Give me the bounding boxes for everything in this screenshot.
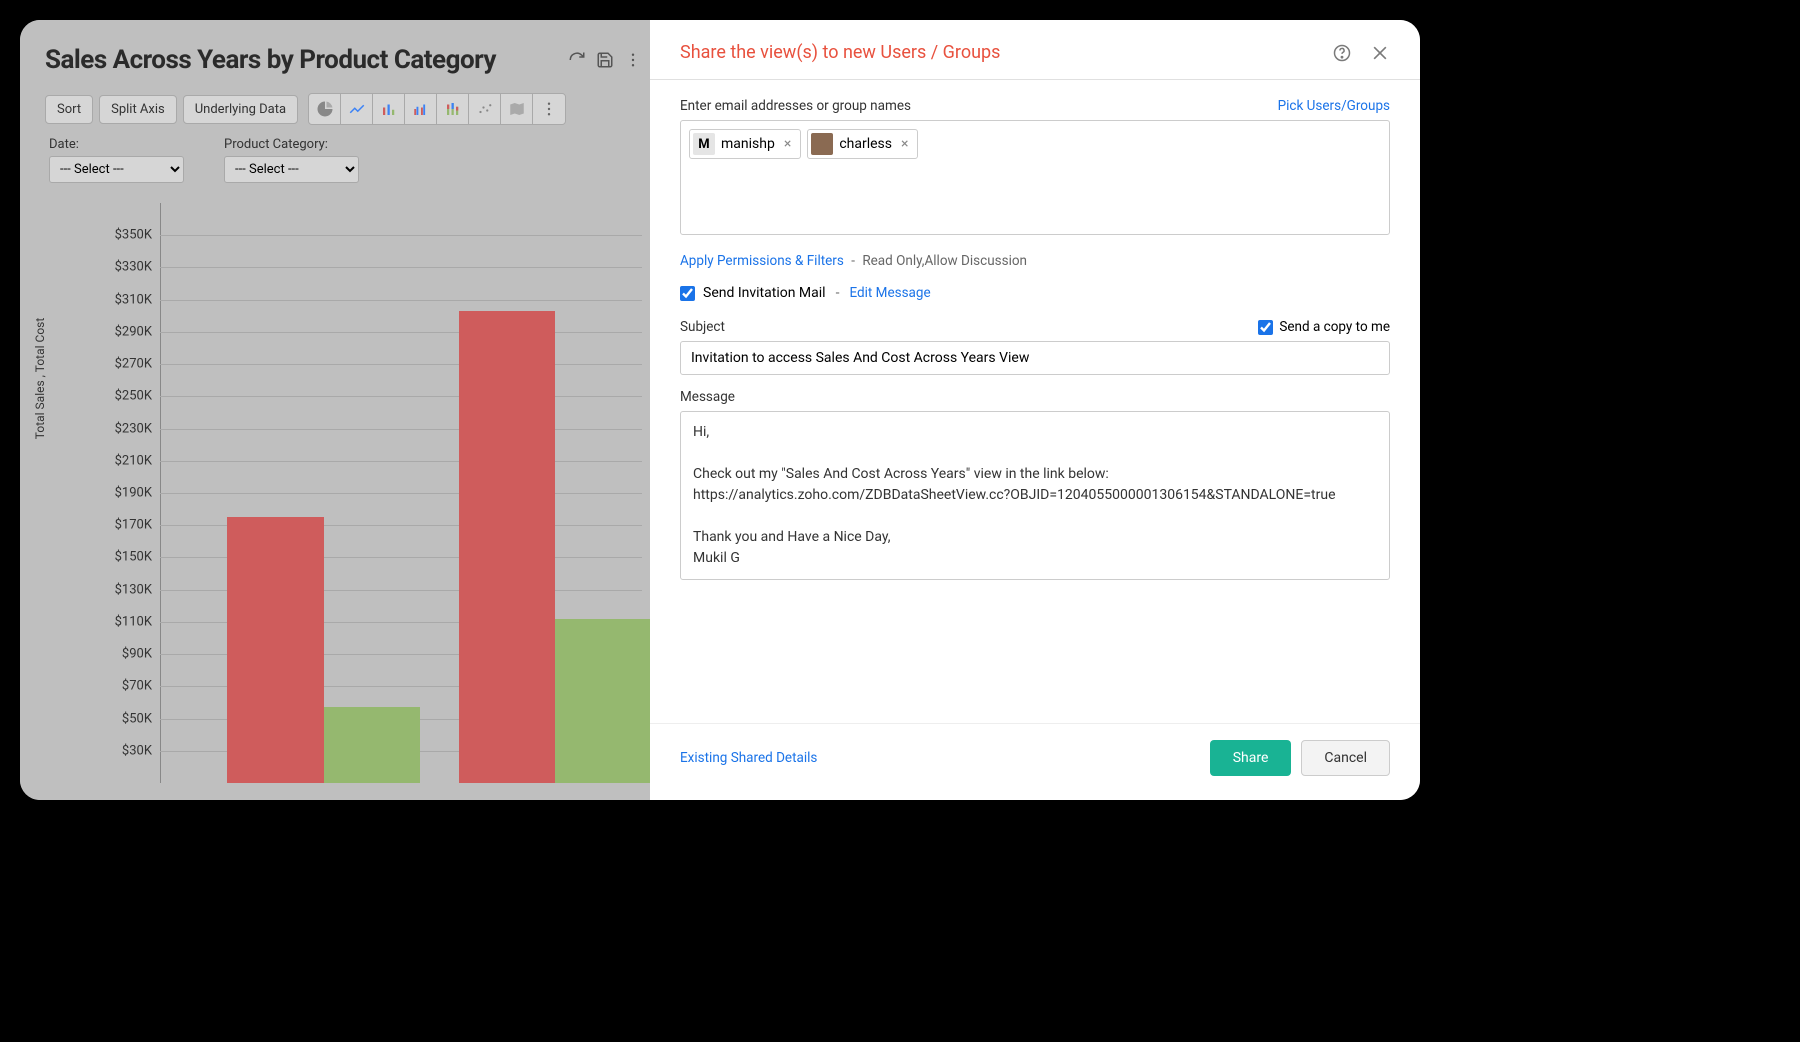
y-tick-label: $250K [115, 389, 160, 404]
y-tick-label: $50K [122, 711, 160, 726]
chart-type-switcher [308, 93, 566, 125]
subject-label: Subject [680, 319, 725, 335]
recipients-input[interactable]: Mmanishp × charless × [680, 120, 1390, 235]
app-window: Sales Across Years by Product Category S… [20, 20, 1420, 800]
permission-values: Read Only,Allow Discussion [862, 253, 1027, 269]
y-tick-label: $290K [115, 324, 160, 339]
scatter-chart-icon[interactable] [469, 94, 501, 124]
title-row: Sales Across Years by Product Category [45, 45, 642, 75]
y-tick-label: $330K [115, 260, 160, 275]
bar-group [459, 203, 650, 783]
chip-remove-icon[interactable]: × [898, 136, 911, 152]
y-tick-label: $190K [115, 486, 160, 501]
map-chart-icon[interactable] [501, 94, 533, 124]
permissions-row: Apply Permissions & Filters - Read Only,… [680, 253, 1390, 269]
pie-chart-icon[interactable] [309, 94, 341, 124]
stacked-bar-icon[interactable] [437, 94, 469, 124]
pick-users-link[interactable]: Pick Users/Groups [1278, 98, 1390, 114]
y-tick-label: $170K [115, 518, 160, 533]
email-label: Enter email addresses or group names [680, 98, 911, 114]
report-pane: Sales Across Years by Product Category S… [20, 20, 650, 800]
y-tick-label: $310K [115, 292, 160, 307]
page-title: Sales Across Years by Product Category [45, 45, 496, 75]
existing-shared-link[interactable]: Existing Shared Details [680, 750, 817, 766]
share-title: Share the view(s) to new Users / Groups [680, 42, 1000, 63]
underlying-data-button[interactable]: Underlying Data [183, 95, 298, 124]
edit-message-link[interactable]: Edit Message [849, 285, 930, 301]
sort-button[interactable]: Sort [45, 95, 93, 124]
subject-row: Subject Send a copy to me [680, 319, 1390, 335]
bar[interactable] [459, 311, 555, 783]
avatar [811, 133, 833, 155]
chart-area: Total Sales , Total Cost $30K$50K$70K$90… [45, 203, 642, 783]
refresh-icon[interactable] [568, 51, 586, 69]
bar-chart: $30K$50K$70K$90K$110K$130K$150K$170K$190… [160, 203, 642, 783]
send-invite-checkbox[interactable] [680, 286, 695, 301]
y-tick-label: $350K [115, 228, 160, 243]
copy-me-checkbox[interactable] [1258, 320, 1273, 335]
separator: - [851, 253, 855, 269]
y-tick-label: $210K [115, 453, 160, 468]
chip-label: manishp [721, 136, 775, 152]
grouped-bar-icon[interactable] [405, 94, 437, 124]
send-invite-row: Send Invitation Mail - Edit Message [680, 285, 1390, 301]
apply-permissions-link[interactable]: Apply Permissions & Filters [680, 253, 844, 269]
bar[interactable] [227, 517, 323, 783]
save-icon[interactable] [596, 51, 614, 69]
category-filter-select[interactable]: --- Select --- [224, 156, 359, 183]
title-actions [568, 51, 642, 69]
share-body: Enter email addresses or group names Pic… [650, 80, 1420, 723]
y-tick-label: $270K [115, 357, 160, 372]
y-tick-label: $30K [122, 743, 160, 758]
separator: - [836, 285, 840, 301]
category-filter-label: Product Category: [224, 137, 359, 152]
date-filter-select[interactable]: --- Select --- [49, 156, 184, 183]
split-axis-button[interactable]: Split Axis [99, 95, 177, 124]
chip-label: charless [839, 136, 892, 152]
y-tick-label: $70K [122, 679, 160, 694]
share-button[interactable]: Share [1210, 740, 1292, 776]
bar-group [227, 203, 420, 783]
y-tick-label: $230K [115, 421, 160, 436]
close-icon[interactable] [1370, 43, 1390, 63]
chart-more-icon[interactable] [533, 94, 565, 124]
recipient-chip: charless × [807, 129, 918, 159]
copy-me-label: Send a copy to me [1279, 319, 1390, 335]
help-icon[interactable] [1332, 43, 1352, 63]
message-label: Message [680, 389, 1390, 405]
subject-input[interactable] [680, 341, 1390, 375]
cancel-button[interactable]: Cancel [1301, 740, 1390, 776]
y-axis-title: Total Sales , Total Cost [33, 318, 47, 440]
recipient-chip: Mmanishp × [689, 129, 801, 159]
share-panel: Share the view(s) to new Users / Groups … [650, 20, 1420, 800]
send-invite-label: Send Invitation Mail [703, 285, 826, 301]
bar[interactable] [324, 707, 420, 783]
line-chart-icon[interactable] [341, 94, 373, 124]
more-icon[interactable] [624, 51, 642, 69]
bar-chart-icon[interactable] [373, 94, 405, 124]
y-tick-label: $90K [122, 647, 160, 662]
bar[interactable] [555, 619, 650, 783]
share-header: Share the view(s) to new Users / Groups [650, 20, 1420, 80]
y-tick-label: $130K [115, 582, 160, 597]
y-tick-label: $110K [115, 614, 160, 629]
avatar: M [693, 133, 715, 155]
share-footer: Existing Shared Details Share Cancel [650, 723, 1420, 800]
date-filter-label: Date: [49, 137, 184, 152]
category-filter: Product Category: --- Select --- [224, 137, 359, 183]
filter-row: Date: --- Select --- Product Category: -… [45, 137, 642, 183]
y-tick-label: $150K [115, 550, 160, 565]
date-filter: Date: --- Select --- [49, 137, 184, 183]
toolbar: Sort Split Axis Underlying Data [45, 93, 642, 125]
message-textarea[interactable]: Hi, Check out my "Sales And Cost Across … [680, 411, 1390, 580]
email-field-row: Enter email addresses or group names Pic… [680, 98, 1390, 114]
chip-remove-icon[interactable]: × [781, 136, 794, 152]
